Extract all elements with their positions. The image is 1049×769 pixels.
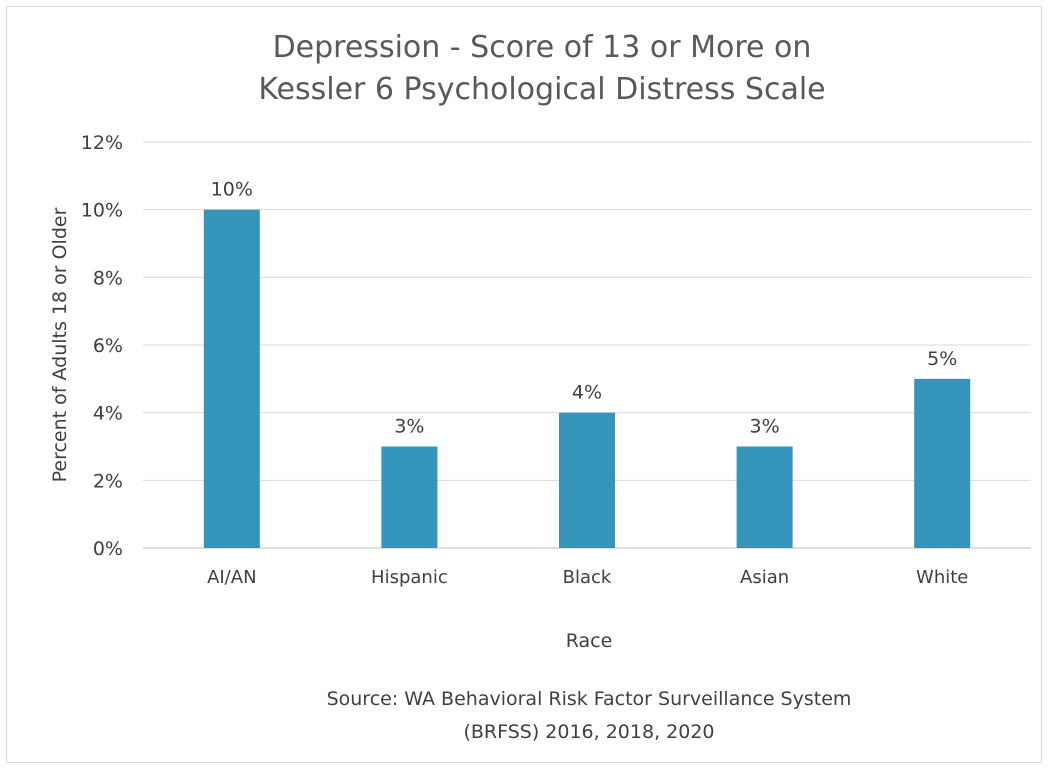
bar [381, 446, 438, 548]
bar [203, 209, 260, 548]
y-axis-title: Percent of Adults 18 or Older [49, 207, 71, 482]
y-tick-label: 4% [93, 403, 123, 425]
y-tick-label: 12% [81, 132, 123, 154]
y-tick-label: 8% [93, 267, 123, 289]
category-labels: AI/AN Hispanic Black Asian White [207, 567, 968, 588]
category-label: White [916, 567, 968, 588]
data-label: 4% [572, 382, 602, 404]
y-tick-label: 0% [93, 538, 123, 560]
bars [203, 209, 971, 548]
x-axis-title: Race [566, 630, 613, 652]
y-tick-label: 6% [93, 335, 123, 357]
y-tick-label: 2% [93, 470, 123, 492]
data-label: 5% [927, 348, 957, 370]
data-label: 3% [750, 416, 780, 438]
category-label: Asian [740, 567, 789, 588]
gridlines [143, 141, 1031, 549]
data-label: 3% [394, 416, 424, 438]
category-label: Hispanic [371, 567, 448, 588]
chart-frame [6, 6, 1042, 763]
bar [559, 412, 615, 548]
category-label: AI/AN [207, 567, 256, 588]
y-tick-labels: 0% 2% 4% 6% 8% 10% 12% [81, 132, 123, 560]
chart-title-line-1: Depression - Score of 13 or More on [273, 30, 812, 65]
category-label: Black [563, 567, 612, 588]
y-tick-label: 10% [81, 200, 123, 222]
source-line-1: Source: WA Behavioral Risk Factor Survei… [327, 688, 852, 710]
data-labels: 10% 3% 4% 3% 5% [211, 179, 958, 438]
bar [736, 446, 793, 548]
data-label: 10% [211, 179, 253, 201]
source-line-2: (BRFSS) 2016, 2018, 2020 [463, 721, 714, 743]
bar [914, 378, 971, 548]
chart-title-line-2: Kessler 6 Psychological Distress Scale [258, 72, 825, 107]
